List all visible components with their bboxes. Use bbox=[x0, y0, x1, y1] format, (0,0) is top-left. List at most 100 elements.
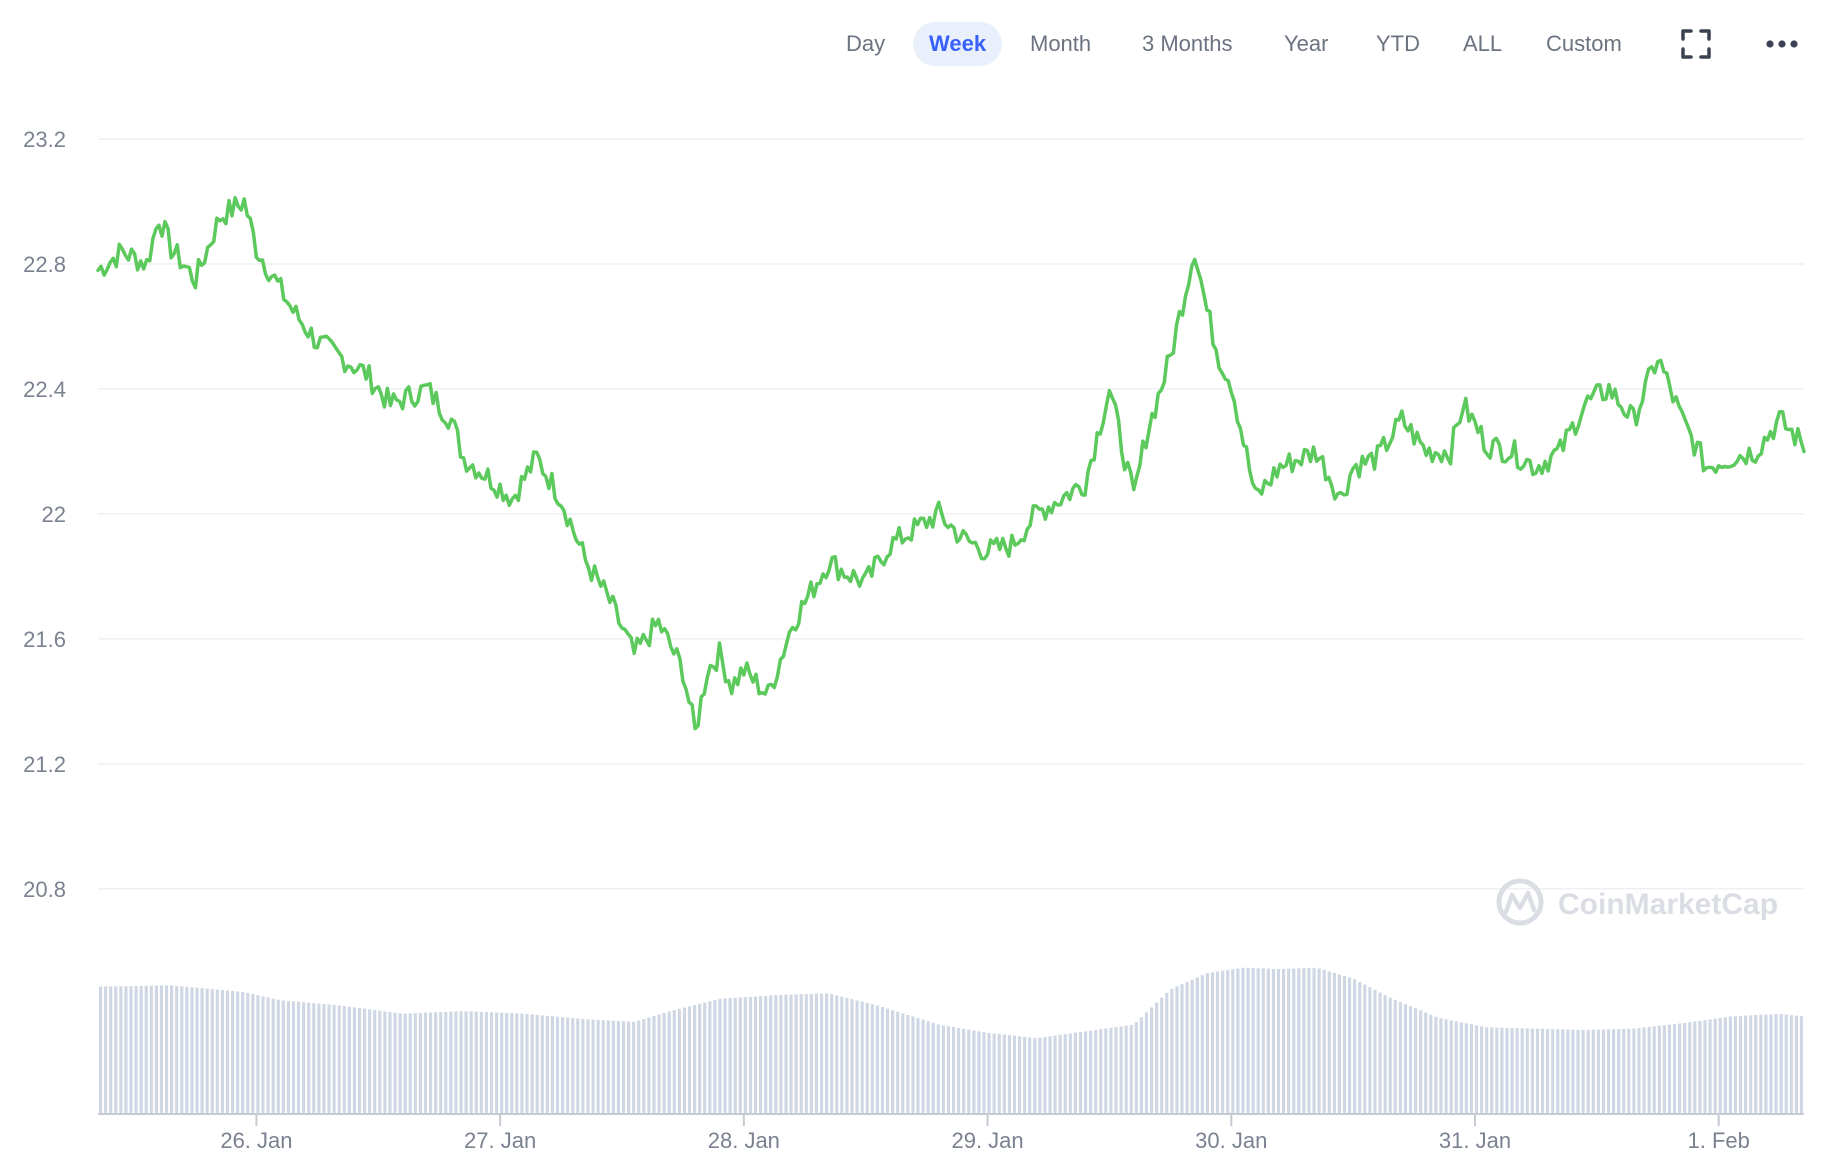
y-tick-label: 23.2 bbox=[23, 127, 66, 152]
volume-bar bbox=[114, 986, 118, 1114]
volume-bar bbox=[1693, 1021, 1697, 1114]
volume-bar bbox=[124, 986, 128, 1114]
volume-bar bbox=[347, 1006, 351, 1114]
volume-bar bbox=[555, 1016, 560, 1114]
volume-bar bbox=[1738, 1015, 1743, 1114]
volume-bar bbox=[210, 989, 214, 1114]
volume-bar bbox=[1510, 1028, 1514, 1114]
volume-bar bbox=[510, 1013, 514, 1114]
volume-bar bbox=[1160, 997, 1164, 1114]
more-options-button[interactable] bbox=[1760, 22, 1804, 66]
range-button-custom[interactable]: Custom bbox=[1530, 22, 1638, 66]
range-button-week[interactable]: Week bbox=[913, 22, 1003, 66]
range-button-day[interactable]: Day bbox=[830, 22, 901, 66]
volume-bar bbox=[1134, 1022, 1138, 1114]
volume-bar bbox=[1317, 968, 1321, 1114]
volume-bar bbox=[1104, 1028, 1108, 1114]
volume-bar bbox=[154, 985, 158, 1114]
volume-bar bbox=[601, 1020, 605, 1114]
volume-bar bbox=[1251, 968, 1255, 1114]
volume-bar bbox=[1058, 1034, 1062, 1114]
volume-bar bbox=[312, 1003, 316, 1114]
volume-bar bbox=[449, 1011, 453, 1114]
volume-bar bbox=[332, 1004, 336, 1114]
volume-bar bbox=[677, 1008, 681, 1114]
volume-bar bbox=[495, 1012, 499, 1114]
volume-bar bbox=[1495, 1027, 1499, 1114]
volume-bar bbox=[1708, 1019, 1712, 1114]
fullscreen-button[interactable] bbox=[1674, 22, 1718, 66]
volume-bar bbox=[962, 1028, 966, 1114]
volume-bar bbox=[119, 986, 123, 1114]
volume-bar bbox=[1281, 968, 1286, 1114]
volume-bar bbox=[1155, 1002, 1159, 1114]
volume-bar bbox=[581, 1018, 585, 1114]
volume-bar bbox=[1185, 981, 1189, 1114]
volume-bar bbox=[733, 997, 737, 1114]
volume-bar bbox=[693, 1005, 697, 1114]
volume-bar bbox=[291, 1001, 296, 1114]
volume-bar bbox=[1292, 968, 1296, 1114]
volume-bar bbox=[1307, 967, 1311, 1114]
volume-bar bbox=[261, 996, 265, 1114]
volume-bar bbox=[1363, 984, 1367, 1114]
volume-bar bbox=[1469, 1024, 1474, 1114]
volume-bar bbox=[748, 996, 753, 1114]
volume-bar bbox=[627, 1021, 631, 1114]
volume-bar bbox=[642, 1019, 646, 1114]
range-button-year[interactable]: Year bbox=[1268, 22, 1344, 66]
volume-bar bbox=[611, 1020, 615, 1114]
volume-bar bbox=[891, 1010, 895, 1114]
volume-bar bbox=[241, 991, 245, 1114]
volume-bar bbox=[1221, 970, 1225, 1114]
volume-bar bbox=[835, 995, 839, 1114]
volume-bar bbox=[1119, 1026, 1123, 1114]
volume-bar bbox=[1266, 968, 1270, 1114]
volume-bar bbox=[1149, 1007, 1154, 1114]
volume-bar bbox=[997, 1034, 1001, 1114]
volume-bar bbox=[1672, 1024, 1677, 1114]
volume-bar bbox=[515, 1013, 519, 1114]
more-options-icon bbox=[1766, 40, 1798, 48]
volume-bar bbox=[1129, 1024, 1133, 1114]
range-button-month[interactable]: Month bbox=[1014, 22, 1107, 66]
volume-bar bbox=[459, 1011, 463, 1114]
volume-bar bbox=[500, 1012, 504, 1114]
volume-bar bbox=[1683, 1022, 1687, 1114]
volume-bar bbox=[1398, 1001, 1402, 1114]
volume-bar bbox=[718, 998, 722, 1114]
grid-lines bbox=[98, 138, 1804, 890]
range-button-all[interactable]: ALL bbox=[1447, 22, 1518, 66]
volume-bar bbox=[1383, 995, 1387, 1114]
volume-bar bbox=[1358, 981, 1362, 1114]
range-button-ytd[interactable]: YTD bbox=[1360, 22, 1436, 66]
volume-bar bbox=[1038, 1037, 1042, 1114]
watermark-text: CoinMarketCap bbox=[1558, 888, 1778, 921]
volume-bar bbox=[1048, 1036, 1052, 1114]
volume-bar bbox=[296, 1001, 301, 1114]
volume-bar bbox=[378, 1010, 382, 1114]
volume-bar bbox=[1759, 1014, 1763, 1114]
volume-bar bbox=[159, 985, 164, 1114]
volume-bar bbox=[144, 985, 148, 1114]
volume-bar bbox=[1078, 1032, 1083, 1114]
volume-bar bbox=[281, 1000, 285, 1114]
volume-bar bbox=[621, 1021, 626, 1114]
volume-bar bbox=[779, 994, 783, 1114]
x-tick-label: 29. Jan bbox=[951, 1128, 1023, 1152]
volume-bar bbox=[850, 999, 854, 1114]
volume-bar bbox=[1464, 1023, 1468, 1114]
volume-bar bbox=[911, 1016, 915, 1114]
volume-bar bbox=[1586, 1029, 1590, 1114]
volume-bar bbox=[1728, 1016, 1732, 1114]
volume-bar bbox=[1348, 977, 1352, 1114]
volume-bar bbox=[1703, 1020, 1707, 1114]
volume-bar bbox=[383, 1011, 387, 1114]
volume-bar bbox=[1434, 1016, 1438, 1114]
volume-bar bbox=[1337, 974, 1341, 1114]
range-button-3-months[interactable]: 3 Months bbox=[1126, 22, 1249, 66]
volume-bar bbox=[672, 1010, 676, 1114]
volume-bar bbox=[1474, 1025, 1479, 1114]
volume-bar bbox=[936, 1024, 940, 1114]
